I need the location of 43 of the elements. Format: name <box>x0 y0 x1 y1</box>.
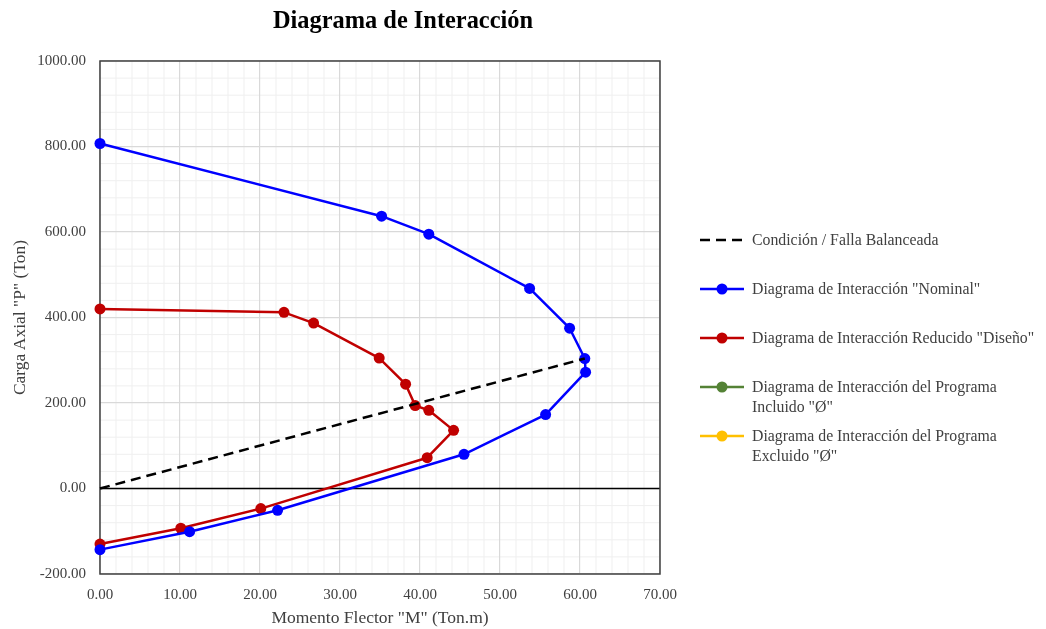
point <box>580 366 592 378</box>
x-tick-label: 60.00 <box>563 585 597 602</box>
point <box>524 282 536 294</box>
x-tick-label: 20.00 <box>243 585 277 602</box>
y-tick-label: 0.00 <box>59 479 86 496</box>
legend-label: Diagrama de Interacción del Programa Excluido "Ø" <box>752 426 998 466</box>
point <box>94 138 106 150</box>
point <box>458 448 470 460</box>
x-axis-title: Momento Flector "M" (Ton.m) <box>271 607 489 628</box>
y-tick-label: 200.00 <box>44 393 86 410</box>
point <box>376 210 388 222</box>
legend-label: Diagrama de Interacción "Nominal" <box>752 279 982 299</box>
point <box>400 378 412 390</box>
x-tick-label: 50.00 <box>483 585 517 602</box>
legend-label: Diagrama de Interacción del Programa Incluido "Ø" <box>752 377 998 417</box>
y-tick-label: -200.00 <box>39 564 86 581</box>
point <box>278 306 290 318</box>
x-tick-label: 30.00 <box>323 585 357 602</box>
point <box>540 409 552 421</box>
point <box>94 303 106 315</box>
chart-title: Diagrama de Interacción <box>272 6 534 34</box>
y-tick-label: 600.00 <box>44 222 86 239</box>
x-tick-label: 70.00 <box>643 585 677 602</box>
x-tick-label: 10.00 <box>163 585 197 602</box>
y-tick-label: 800.00 <box>44 137 86 154</box>
point <box>373 352 385 364</box>
point <box>423 228 435 240</box>
point <box>272 504 284 516</box>
y-tick-label: 1000.00 <box>37 51 86 68</box>
y-axis-title: Carga Axial "P" (Ton) <box>8 239 29 396</box>
x-tick-label: 0.00 <box>86 585 114 602</box>
point <box>564 322 576 334</box>
point <box>448 424 460 436</box>
y-tick-label: 400.00 <box>44 308 86 325</box>
x-tick-label: 40.00 <box>403 585 437 602</box>
point <box>184 526 196 538</box>
point <box>94 544 106 556</box>
point <box>421 452 433 464</box>
point <box>308 317 320 329</box>
legend-label: Condición / Falla Balanceada <box>752 230 940 250</box>
point <box>423 404 435 416</box>
legend-label: Diagrama de Interacción Reducido "Diseño" <box>752 328 1036 348</box>
point <box>255 503 267 515</box>
